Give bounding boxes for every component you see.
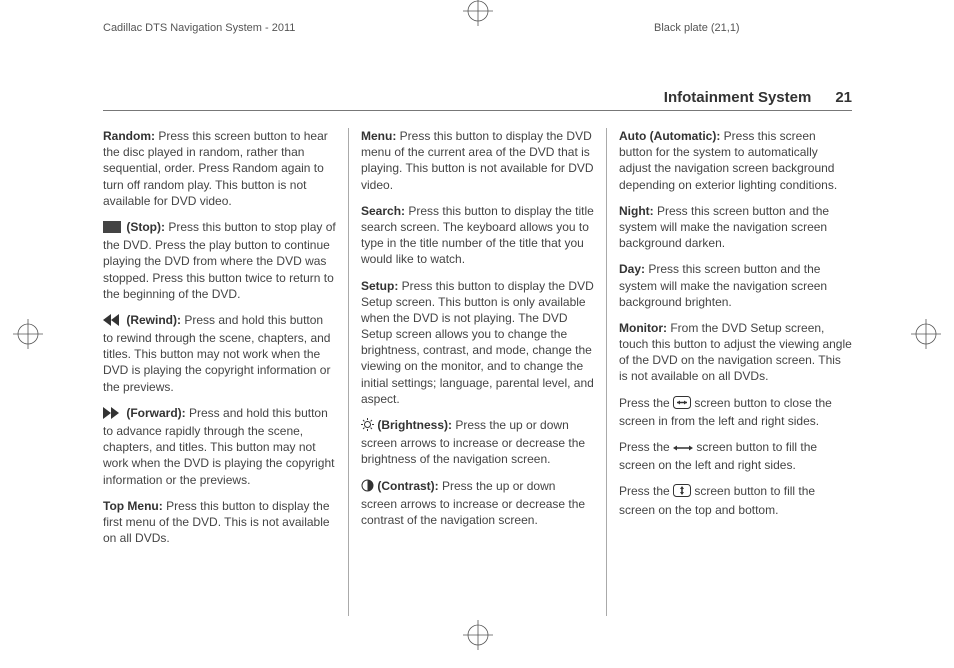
brightness-icon [361,418,374,435]
lead-setup: Setup: [361,279,398,293]
screen-fill-horizontal-icon [673,441,693,457]
forward-icon [103,407,121,423]
screen-fill-vertical-icon [673,484,691,501]
para-rewind: (Rewind): Press and hold this button to … [103,312,336,395]
para-menu: Menu: Press this button to display the D… [361,128,594,193]
para-random: Random: Press this screen button to hear… [103,128,336,209]
text-fillh-a: Press the [619,440,673,454]
stop-icon [103,221,121,237]
column-2: Menu: Press this button to display the D… [348,128,606,616]
contrast-icon [361,479,374,496]
para-brightness: (Brightness): Press the up or down scree… [361,417,594,468]
lead-forward: (Forward): [126,406,185,420]
page: Cadillac DTS Navigation System - 2011 Bl… [0,0,954,668]
body-day: Press this screen button and the system … [619,262,827,308]
lead-search: Search: [361,204,405,218]
registration-mark-bottom [463,620,493,650]
para-auto: Auto (Automatic): Press this screen butt… [619,128,852,193]
para-monitor: Monitor: From the DVD Setup screen, touc… [619,320,852,385]
para-screen-close: Press the screen button to close the scr… [619,395,852,429]
page-header: Infotainment System 21 [103,83,852,111]
lead-topmenu: Top Menu: [103,499,163,513]
doc-title-left: Cadillac DTS Navigation System - 2011 [103,22,295,34]
lead-monitor: Monitor: [619,321,667,335]
para-day: Day: Press this screen button and the sy… [619,261,852,310]
text-fillv-a: Press the [619,484,673,498]
para-topmenu: Top Menu: Press this button to display t… [103,498,336,547]
body-menu: Press this button to display the DVD men… [361,129,594,192]
para-screen-fill-h: Press the screen button to fill the scre… [619,439,852,473]
lead-menu: Menu: [361,129,396,143]
lead-night: Night: [619,204,654,218]
top-meta-row: Cadillac DTS Navigation System - 2011 Bl… [0,22,954,44]
para-stop: (Stop): Press this button to stop play o… [103,219,336,302]
para-forward: (Forward): Press and hold this button to… [103,405,336,488]
section-title: Infotainment System [664,89,812,106]
lead-random: Random: [103,129,155,143]
page-number: 21 [835,89,852,106]
para-search: Search: Press this button to display the… [361,203,594,268]
lead-auto: Auto (Automatic): [619,129,720,143]
column-1: Random: Press this screen button to hear… [103,128,348,616]
para-setup: Setup: Press this button to display the … [361,278,594,408]
screen-close-icon [673,396,691,413]
para-screen-fill-v: Press the screen button to fill the scre… [619,483,852,517]
rewind-icon [103,314,121,330]
doc-title-right: Black plate (21,1) [654,22,740,34]
lead-contrast: (Contrast): [377,479,438,493]
para-night: Night: Press this screen button and the … [619,203,852,252]
registration-mark-right [911,319,941,349]
text-close-a: Press the [619,396,673,410]
column-3: Auto (Automatic): Press this screen butt… [606,128,852,616]
para-contrast: (Contrast): Press the up or down screen … [361,478,594,529]
lead-stop: (Stop): [126,220,165,234]
content-columns: Random: Press this screen button to hear… [103,128,852,616]
body-setup: Press this button to display the DVD Set… [361,279,594,406]
lead-rewind: (Rewind): [126,313,181,327]
lead-brightness: (Brightness): [377,418,452,432]
lead-day: Day: [619,262,645,276]
registration-mark-left [13,319,43,349]
